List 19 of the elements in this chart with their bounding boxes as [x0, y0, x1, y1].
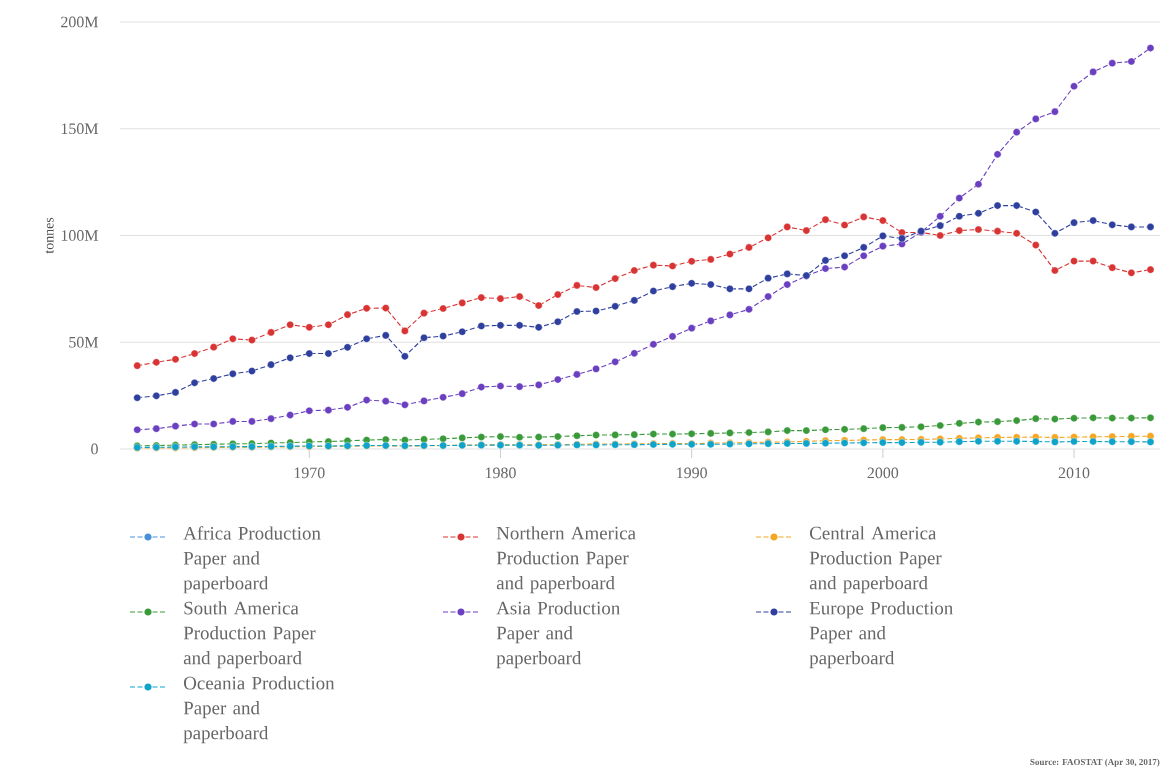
legend-label: Northern America Production Paper and paperboard: [496, 526, 636, 594]
x-tick-label: 2000: [867, 467, 899, 479]
legend-label: Asia Production Paper and paperboard: [496, 601, 620, 669]
y-tick-label: 150M: [61, 123, 99, 135]
y-axis-title: tonnes: [45, 217, 54, 254]
y-tick-label: 100M: [61, 230, 99, 241]
legend-label: Europe Production Paper and paperboard: [809, 601, 953, 669]
x-tick-label: 1980: [485, 467, 516, 479]
y-tick-label: 50M: [69, 336, 99, 348]
y-tick-label: 200M: [61, 16, 99, 28]
x-tick-label: 1990: [677, 467, 707, 479]
x-tick-label: 2010: [1058, 467, 1090, 479]
legend-label: South America Production Paper and paperboard: [183, 601, 316, 669]
legend-label: Oceania Production Paper and paperboard: [183, 676, 335, 744]
legend-label: Africa Production Paper and paperboard: [183, 526, 321, 594]
y-tick-label: 0: [91, 443, 98, 455]
source-note: Source: FAOSTAT (Apr 30, 2017): [1030, 758, 1160, 767]
x-tick-label: 1970: [294, 467, 325, 479]
legend-label: Central America Production Paper and paperboard: [809, 526, 942, 594]
